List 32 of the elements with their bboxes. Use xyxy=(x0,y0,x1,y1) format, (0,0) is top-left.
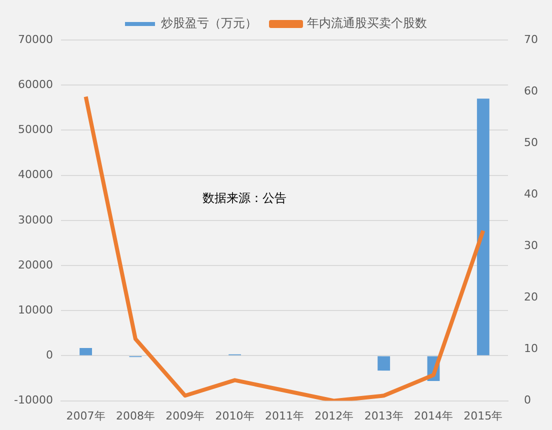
y-tick-label: 20000 xyxy=(18,258,53,272)
x-tick-label: 2010年 xyxy=(215,409,254,422)
y2-tick-label: 30 xyxy=(524,239,538,252)
annotation: 数据来源：公告 xyxy=(202,190,286,205)
bar xyxy=(378,356,390,371)
y-tick-label: 10000 xyxy=(18,303,53,316)
legend-label: 炒股盈亏（万元） xyxy=(161,16,257,30)
y-tick-label: -10000 xyxy=(14,394,53,407)
y2-tick-label: 50 xyxy=(524,136,538,149)
y-tick-label: 40000 xyxy=(18,168,53,182)
x-tick-label: 2012年 xyxy=(314,409,354,422)
bar xyxy=(80,348,92,356)
x-tick-label: 2009年 xyxy=(166,409,205,422)
y2-tick-label: 60 xyxy=(524,84,538,98)
y2-tick-label: 40 xyxy=(524,187,538,200)
x-tick-label: 2013年 xyxy=(364,409,404,422)
y-tick-label: 70000 xyxy=(18,32,53,46)
x-tick-label: 2008年 xyxy=(116,409,155,422)
y-tick-label: 0 xyxy=(46,348,53,362)
x-tick-label: 2011年 xyxy=(264,409,304,422)
y2-tick-label: 0 xyxy=(524,394,532,407)
x-tick-label: 2015年 xyxy=(464,409,503,422)
bar xyxy=(476,98,490,356)
y-tick-label: 50000 xyxy=(18,123,53,136)
x-tick-label: 2007年 xyxy=(66,409,106,422)
y2-tick-label: 20 xyxy=(524,290,538,304)
y2-tick-label: 70 xyxy=(524,32,538,46)
legend-label: 年内流通股买卖个股数 xyxy=(307,16,427,30)
x-tick-label: 2014年 xyxy=(414,409,453,422)
y2-tick-label: 10 xyxy=(524,342,538,356)
y-tick-label: 60000 xyxy=(18,78,53,91)
y-tick-label: 30000 xyxy=(18,213,53,226)
